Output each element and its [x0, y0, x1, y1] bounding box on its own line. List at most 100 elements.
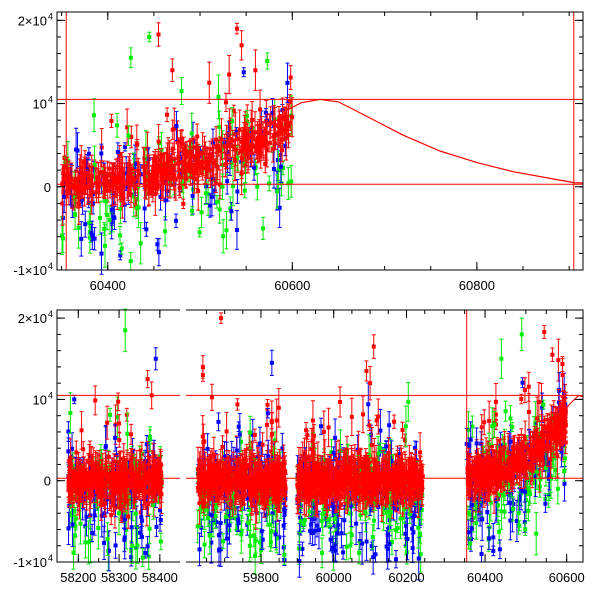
- data-point: [235, 151, 240, 156]
- data-point: [66, 429, 71, 434]
- data-point: [110, 171, 115, 176]
- data-point: [115, 123, 120, 128]
- data-point: [61, 190, 66, 195]
- data-point: [244, 113, 249, 118]
- data-point: [175, 161, 180, 166]
- data-point: [284, 121, 289, 126]
- data-point: [170, 68, 175, 73]
- data-point: [166, 164, 171, 169]
- data-point: [263, 136, 268, 141]
- data-point: [142, 480, 147, 485]
- data-point: [101, 494, 106, 499]
- data-point: [195, 134, 200, 139]
- data-point: [216, 94, 221, 99]
- data-point: [263, 161, 268, 166]
- data-point: [80, 170, 85, 175]
- data-point: [156, 471, 161, 476]
- data-point: [158, 508, 163, 513]
- data-point: [93, 398, 98, 403]
- data-point: [144, 164, 149, 169]
- data-point: [158, 169, 163, 174]
- data-point: [245, 119, 250, 124]
- data-point: [261, 226, 266, 231]
- data-point: [82, 160, 87, 165]
- data-point: [108, 412, 113, 417]
- data-point: [133, 162, 138, 167]
- data-point: [73, 484, 78, 489]
- data-point: [142, 167, 147, 172]
- data-point: [234, 227, 239, 232]
- data-point: [121, 184, 126, 189]
- data-point: [149, 488, 154, 493]
- data-point: [265, 131, 270, 136]
- data-point: [288, 120, 293, 125]
- data-point: [69, 472, 74, 477]
- data-point: [61, 177, 66, 182]
- data-point: [246, 150, 251, 155]
- data-point: [129, 432, 134, 437]
- data-point: [147, 172, 152, 177]
- data-point: [99, 477, 104, 482]
- data-point: [89, 474, 94, 479]
- data-point: [254, 147, 259, 152]
- y-tick-label: 10: [33, 97, 47, 112]
- data-point: [237, 127, 242, 132]
- data-point: [158, 491, 163, 496]
- data-point: [235, 156, 240, 161]
- data-point: [179, 89, 184, 94]
- data-point: [118, 456, 123, 461]
- data-point: [207, 80, 212, 85]
- data-point: [99, 513, 104, 518]
- data-point: [98, 170, 103, 175]
- data-point: [144, 506, 149, 511]
- data-point: [270, 111, 275, 116]
- data-point: [132, 177, 137, 182]
- data-point: [129, 135, 134, 140]
- data-point: [147, 526, 152, 531]
- data-point: [286, 132, 291, 137]
- data-point: [163, 198, 168, 203]
- data-point: [180, 159, 185, 164]
- data-point: [113, 503, 118, 508]
- data-point: [146, 157, 151, 162]
- data-point: [91, 467, 96, 472]
- data-point: [106, 454, 111, 459]
- data-point: [74, 450, 79, 455]
- data-point: [255, 184, 260, 189]
- data-point: [125, 125, 130, 130]
- data-point: [103, 483, 108, 488]
- data-point: [72, 533, 77, 538]
- data-point: [196, 166, 201, 171]
- data-point: [152, 460, 157, 465]
- data-point: [136, 168, 141, 173]
- data-point: [149, 481, 154, 486]
- data-point: [149, 190, 154, 195]
- data-point: [242, 146, 247, 151]
- data-point: [85, 185, 90, 190]
- data-point: [124, 468, 129, 473]
- data-point: [234, 129, 239, 134]
- data-point: [267, 140, 272, 145]
- data-point: [60, 236, 65, 241]
- data-point: [83, 540, 88, 545]
- data-point: [179, 136, 184, 141]
- data-point: [197, 230, 202, 235]
- data-point: [142, 183, 147, 188]
- data-point: [242, 188, 247, 193]
- data-point: [148, 437, 153, 442]
- data-point: [92, 513, 97, 518]
- data-point: [103, 501, 108, 506]
- data-point: [89, 174, 94, 179]
- data-point: [99, 151, 104, 156]
- data-point: [133, 511, 138, 516]
- data-point: [244, 143, 249, 148]
- data-point: [113, 179, 118, 184]
- data-point: [87, 235, 92, 240]
- data-point: [130, 470, 135, 475]
- data-point: [226, 131, 231, 136]
- data-point: [126, 161, 131, 166]
- data-point: [111, 201, 116, 206]
- data-point: [88, 538, 93, 543]
- data-point: [220, 184, 225, 189]
- data-point: [277, 205, 282, 210]
